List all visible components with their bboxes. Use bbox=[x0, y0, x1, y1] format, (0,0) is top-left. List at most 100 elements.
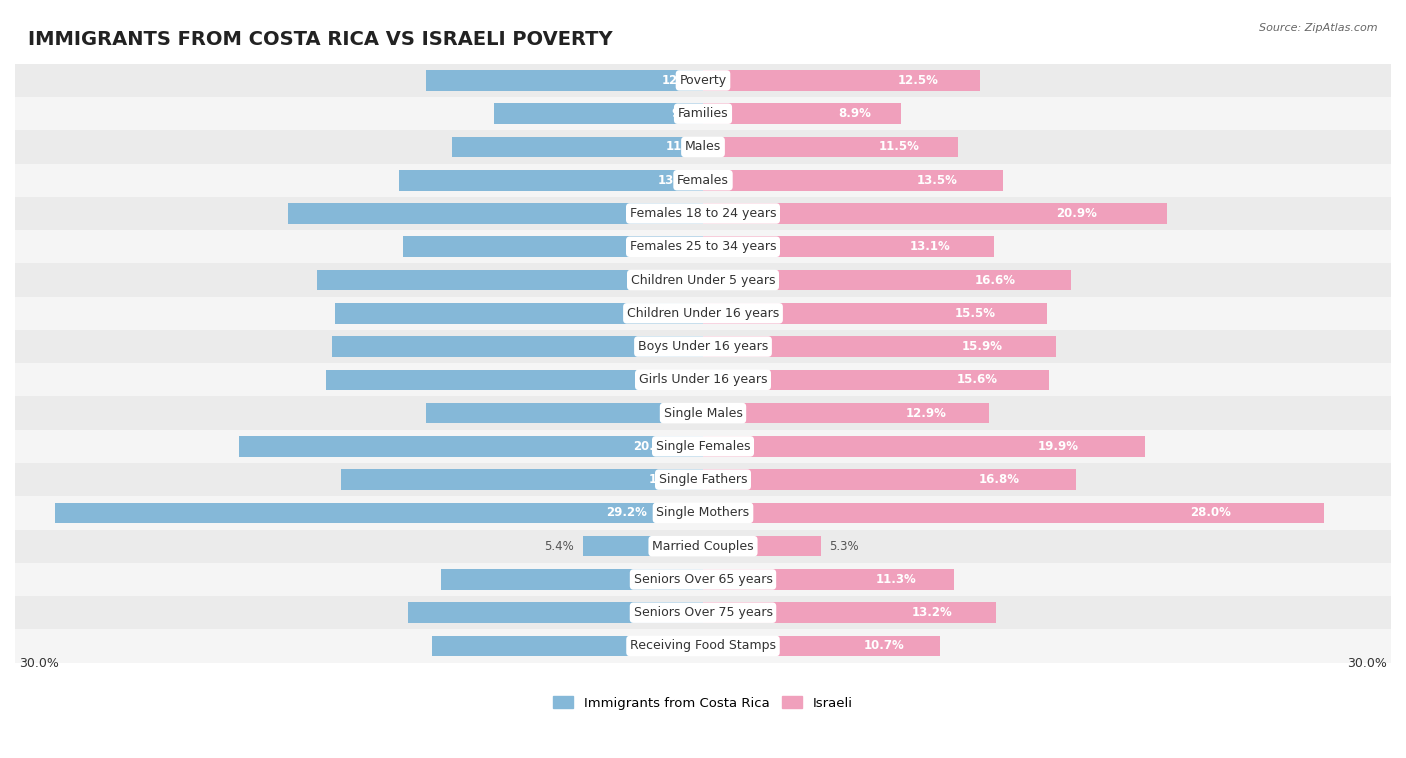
Text: 11.3%: 11.3% bbox=[876, 573, 917, 586]
Text: 15.9%: 15.9% bbox=[962, 340, 1002, 353]
Bar bbox=[15, 396, 1391, 430]
Bar bbox=[432, 636, 703, 656]
Bar bbox=[326, 370, 703, 390]
Bar bbox=[15, 130, 1391, 164]
Text: 16.6%: 16.6% bbox=[976, 274, 1017, 287]
Text: 13.7%: 13.7% bbox=[658, 174, 699, 186]
Bar bbox=[426, 402, 703, 424]
Bar bbox=[453, 136, 703, 158]
Text: 28.0%: 28.0% bbox=[1191, 506, 1232, 519]
Bar bbox=[15, 562, 1391, 596]
Bar bbox=[342, 469, 703, 490]
Text: Poverty: Poverty bbox=[679, 74, 727, 87]
Bar bbox=[703, 636, 941, 656]
Text: Seniors Over 65 years: Seniors Over 65 years bbox=[634, 573, 772, 586]
Text: Single Fathers: Single Fathers bbox=[659, 473, 747, 486]
Bar bbox=[703, 370, 1049, 390]
Bar bbox=[703, 503, 1324, 523]
Text: Source: ZipAtlas.com: Source: ZipAtlas.com bbox=[1260, 23, 1378, 33]
Bar bbox=[703, 136, 959, 158]
Bar bbox=[703, 170, 1002, 190]
Bar bbox=[15, 64, 1391, 97]
Text: 12.9%: 12.9% bbox=[905, 406, 946, 420]
Text: 20.9%: 20.9% bbox=[1056, 207, 1097, 220]
Bar bbox=[703, 103, 900, 124]
Text: 30.0%: 30.0% bbox=[20, 657, 59, 670]
Bar bbox=[15, 264, 1391, 296]
Text: 11.8%: 11.8% bbox=[664, 573, 704, 586]
Bar bbox=[239, 436, 703, 456]
Text: 13.5%: 13.5% bbox=[658, 240, 699, 253]
Bar bbox=[335, 303, 703, 324]
Text: 13.5%: 13.5% bbox=[917, 174, 957, 186]
Text: 16.6%: 16.6% bbox=[648, 307, 689, 320]
Text: 13.3%: 13.3% bbox=[659, 606, 699, 619]
Bar bbox=[15, 296, 1391, 330]
Text: 16.3%: 16.3% bbox=[648, 473, 689, 486]
Bar bbox=[316, 270, 703, 290]
Text: 15.5%: 15.5% bbox=[955, 307, 995, 320]
Text: Males: Males bbox=[685, 140, 721, 153]
Text: 13.1%: 13.1% bbox=[910, 240, 950, 253]
Text: 15.6%: 15.6% bbox=[956, 374, 997, 387]
Text: Females 25 to 34 years: Females 25 to 34 years bbox=[630, 240, 776, 253]
Bar bbox=[703, 536, 821, 556]
Text: Seniors Over 75 years: Seniors Over 75 years bbox=[634, 606, 772, 619]
Text: 12.2%: 12.2% bbox=[662, 640, 703, 653]
Text: Receiving Food Stamps: Receiving Food Stamps bbox=[630, 640, 776, 653]
Bar bbox=[15, 363, 1391, 396]
Bar bbox=[583, 536, 703, 556]
Text: Single Females: Single Females bbox=[655, 440, 751, 453]
Text: Families: Families bbox=[678, 107, 728, 121]
Text: 11.3%: 11.3% bbox=[665, 140, 706, 153]
Bar bbox=[703, 236, 994, 257]
Bar bbox=[703, 203, 1167, 224]
Bar bbox=[15, 164, 1391, 197]
Bar bbox=[703, 436, 1144, 456]
Text: 5.4%: 5.4% bbox=[544, 540, 574, 553]
Bar bbox=[15, 629, 1391, 662]
Bar bbox=[15, 330, 1391, 363]
Bar bbox=[15, 596, 1391, 629]
Text: 29.2%: 29.2% bbox=[606, 506, 647, 519]
Bar bbox=[703, 270, 1071, 290]
Bar bbox=[15, 230, 1391, 264]
Bar bbox=[703, 603, 995, 623]
Bar bbox=[703, 569, 953, 590]
Bar bbox=[426, 70, 703, 91]
Text: Girls Under 16 years: Girls Under 16 years bbox=[638, 374, 768, 387]
Text: Females 18 to 24 years: Females 18 to 24 years bbox=[630, 207, 776, 220]
Bar bbox=[15, 463, 1391, 496]
Bar bbox=[404, 236, 703, 257]
Text: Married Couples: Married Couples bbox=[652, 540, 754, 553]
Text: 12.5%: 12.5% bbox=[661, 406, 702, 420]
Legend: Immigrants from Costa Rica, Israeli: Immigrants from Costa Rica, Israeli bbox=[548, 691, 858, 715]
Text: 9.4%: 9.4% bbox=[672, 107, 704, 121]
Text: Children Under 16 years: Children Under 16 years bbox=[627, 307, 779, 320]
Text: Single Mothers: Single Mothers bbox=[657, 506, 749, 519]
Bar bbox=[441, 569, 703, 590]
Text: 11.5%: 11.5% bbox=[879, 140, 920, 153]
Bar bbox=[703, 303, 1047, 324]
Bar bbox=[288, 203, 703, 224]
Text: 10.7%: 10.7% bbox=[865, 640, 905, 653]
Text: 19.9%: 19.9% bbox=[1038, 440, 1078, 453]
Text: 16.8%: 16.8% bbox=[979, 473, 1019, 486]
Bar bbox=[703, 337, 1056, 357]
Bar bbox=[55, 503, 703, 523]
Bar bbox=[408, 603, 703, 623]
Text: 12.5%: 12.5% bbox=[661, 74, 702, 87]
Bar bbox=[703, 70, 980, 91]
Text: 8.9%: 8.9% bbox=[838, 107, 870, 121]
Bar bbox=[703, 469, 1076, 490]
Text: 16.7%: 16.7% bbox=[647, 340, 689, 353]
Text: 17.4%: 17.4% bbox=[645, 274, 686, 287]
Bar bbox=[15, 430, 1391, 463]
Text: Females: Females bbox=[678, 174, 728, 186]
Bar bbox=[15, 530, 1391, 562]
Text: 20.9%: 20.9% bbox=[634, 440, 675, 453]
Text: 12.5%: 12.5% bbox=[898, 74, 939, 87]
Bar bbox=[15, 197, 1391, 230]
Text: 5.3%: 5.3% bbox=[830, 540, 859, 553]
Text: 18.7%: 18.7% bbox=[641, 207, 682, 220]
